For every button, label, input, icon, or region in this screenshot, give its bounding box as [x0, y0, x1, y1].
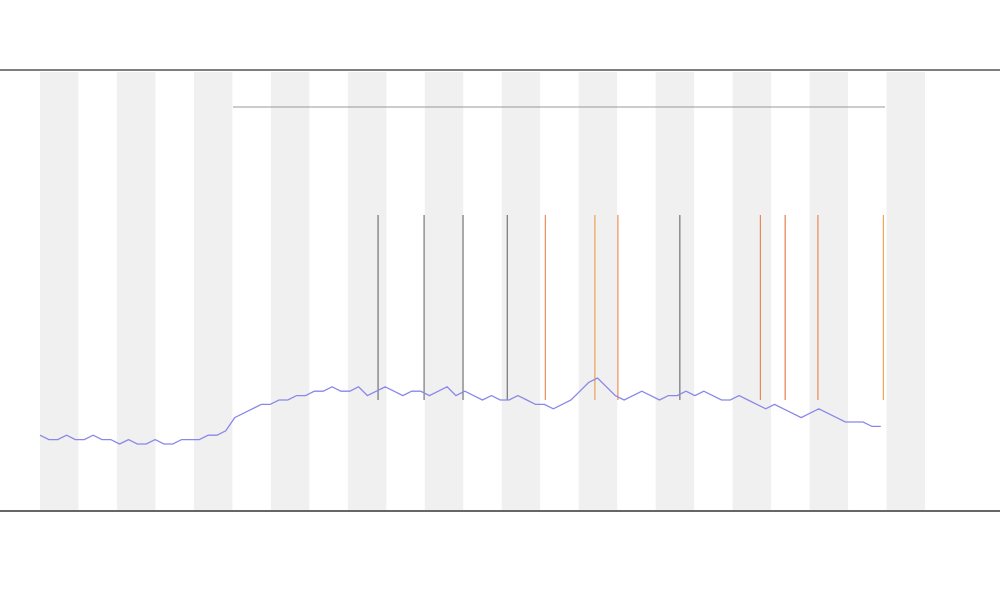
band — [732, 72, 772, 510]
band — [809, 72, 849, 510]
series-line — [39, 377, 881, 445]
band — [193, 72, 233, 510]
background-bands — [40, 72, 925, 510]
band — [886, 72, 925, 510]
band — [578, 72, 618, 510]
band — [347, 72, 387, 510]
band — [270, 72, 310, 510]
band — [501, 72, 541, 510]
band — [116, 72, 156, 510]
band — [40, 72, 79, 510]
band — [424, 72, 464, 510]
band — [655, 72, 695, 510]
